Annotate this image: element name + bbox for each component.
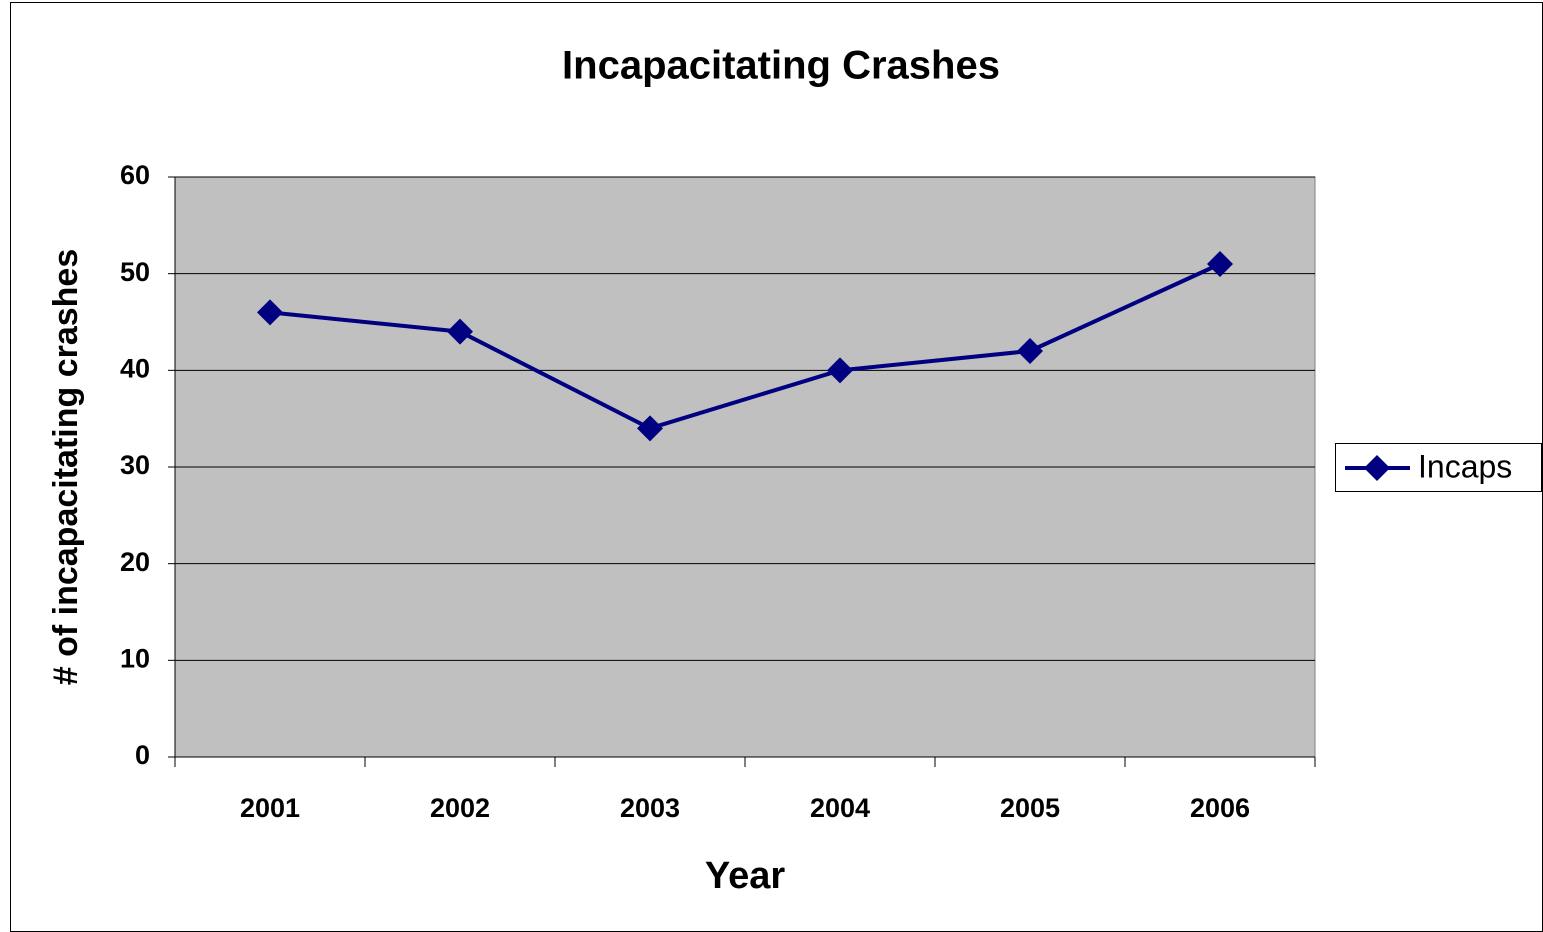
data-point — [637, 415, 663, 442]
chart-title: Incapacitating Crashes — [562, 44, 1000, 88]
data-point — [827, 357, 853, 384]
y-tick-label: 40 — [120, 353, 150, 383]
y-axis-label: # of incapacitating crashes — [47, 249, 85, 686]
y-tick-label: 10 — [120, 643, 150, 673]
x-tick-label: 2003 — [620, 793, 680, 823]
data-point — [257, 299, 283, 326]
x-axis-label: Year — [705, 855, 786, 897]
y-tick-label: 20 — [120, 547, 150, 577]
x-tick-label: 2006 — [1190, 793, 1250, 823]
legend-marker — [1364, 455, 1390, 481]
legend-label: Incaps — [1418, 448, 1512, 484]
x-tick-label: 2005 — [1000, 793, 1060, 823]
y-tick-label: 60 — [120, 160, 150, 190]
x-tick-label: 2001 — [240, 793, 300, 823]
data-point — [447, 318, 473, 345]
x-tick-label: 2004 — [810, 793, 870, 823]
y-tick-label: 30 — [120, 450, 150, 480]
x-tick-label: 2002 — [430, 793, 490, 823]
data-point — [1207, 251, 1233, 277]
y-tick-label: 50 — [120, 257, 150, 287]
series-line — [269, 262, 1221, 431]
y-tick-label: 0 — [135, 740, 150, 770]
data-point — [1017, 338, 1043, 364]
